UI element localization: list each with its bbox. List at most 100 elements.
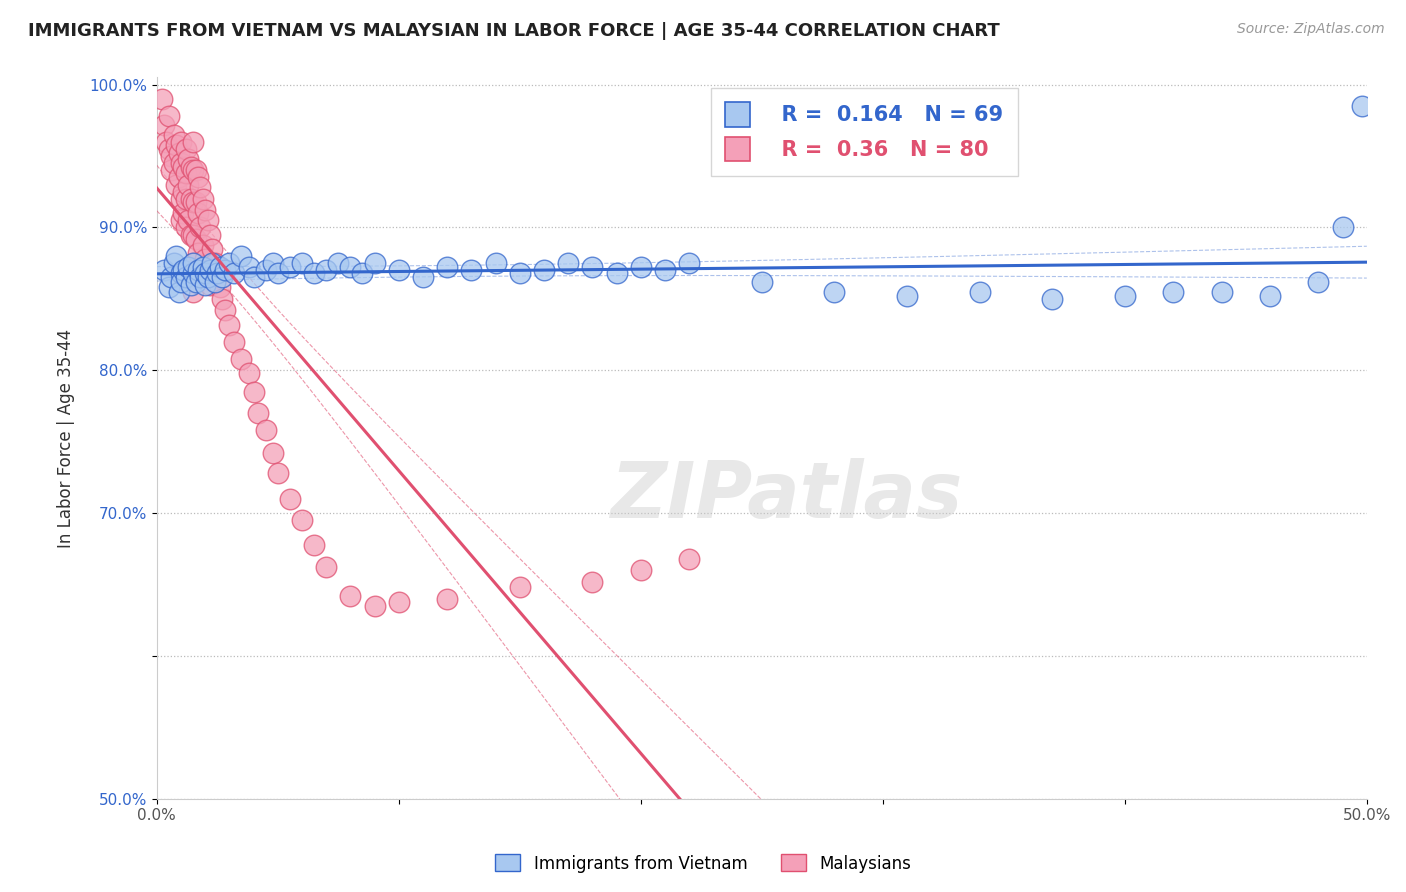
Point [509,266,531,280]
Point [436,591,458,606]
Point [1351,99,1374,113]
Point [160,149,183,163]
Point [214,263,236,277]
Point [278,260,301,275]
Point [581,260,603,275]
Point [194,203,217,218]
Point [339,589,361,603]
Point [1161,285,1184,299]
Point [174,220,197,235]
Point [194,266,217,280]
Point [208,260,231,275]
Point [278,491,301,506]
Point [170,192,193,206]
Point [412,270,434,285]
Point [291,256,314,270]
Point [177,152,200,166]
Point [181,135,204,149]
Point [181,256,204,270]
Point [160,163,183,178]
Point [167,146,190,161]
Point [188,220,211,235]
Point [198,263,221,277]
Point [207,266,229,280]
Point [352,266,374,280]
Point [1258,289,1281,303]
Point [187,263,209,277]
Point [177,178,200,192]
Point [823,285,845,299]
Point [1308,275,1330,289]
Point [181,285,204,299]
Point [191,260,214,275]
Point [254,423,277,437]
Point [630,563,652,577]
Point [315,263,337,277]
Point [238,366,260,380]
Point [238,260,260,275]
Point [165,249,187,263]
Point [1211,285,1233,299]
Point [254,263,277,277]
Point [267,266,290,280]
Point [188,270,211,285]
Point [630,260,652,275]
Point [184,232,207,246]
Point [167,170,190,185]
Point [581,574,603,589]
Point [157,280,180,294]
Y-axis label: In Labor Force | Age 35-44: In Labor Force | Age 35-44 [58,328,75,548]
Point [218,256,240,270]
Point [191,237,214,252]
Point [262,446,284,460]
Point [678,256,700,270]
Point [172,185,194,199]
Point [208,280,231,294]
Point [184,163,207,178]
Point [460,263,482,277]
Point [436,260,458,275]
Point [557,256,579,270]
Point [1040,292,1063,306]
Legend: Immigrants from Vietnam, Malaysians: Immigrants from Vietnam, Malaysians [488,847,918,880]
Point [187,246,209,260]
Point [170,213,193,227]
Point [969,285,991,299]
Point [155,135,177,149]
Point [388,594,411,608]
Point [150,92,173,106]
Point [315,560,337,574]
Point [170,135,193,149]
Point [172,161,194,175]
Point [172,206,194,220]
Point [207,270,229,285]
Point [198,227,221,242]
Point [204,275,226,289]
Point [174,166,197,180]
Point [328,256,350,270]
Point [180,192,202,206]
Point [247,406,270,420]
Point [181,227,204,242]
Point [197,263,219,277]
Point [188,180,211,194]
Text: Source: ZipAtlas.com: Source: ZipAtlas.com [1237,22,1385,37]
Point [224,334,246,349]
Point [187,170,209,185]
Point [211,292,233,306]
Point [231,249,253,263]
Point [302,266,325,280]
Point [163,256,186,270]
Point [388,263,411,277]
Point [197,213,219,227]
Point [157,142,180,156]
Point [180,277,202,292]
Point [1331,220,1354,235]
Point [181,194,204,209]
Point [184,275,207,289]
Point [188,263,211,277]
Point [197,270,219,285]
Point [509,580,531,594]
Text: IMMIGRANTS FROM VIETNAM VS MALAYSIAN IN LABOR FORCE | AGE 35-44 CORRELATION CHAR: IMMIGRANTS FROM VIETNAM VS MALAYSIAN IN … [28,22,1000,40]
Point [180,227,202,242]
